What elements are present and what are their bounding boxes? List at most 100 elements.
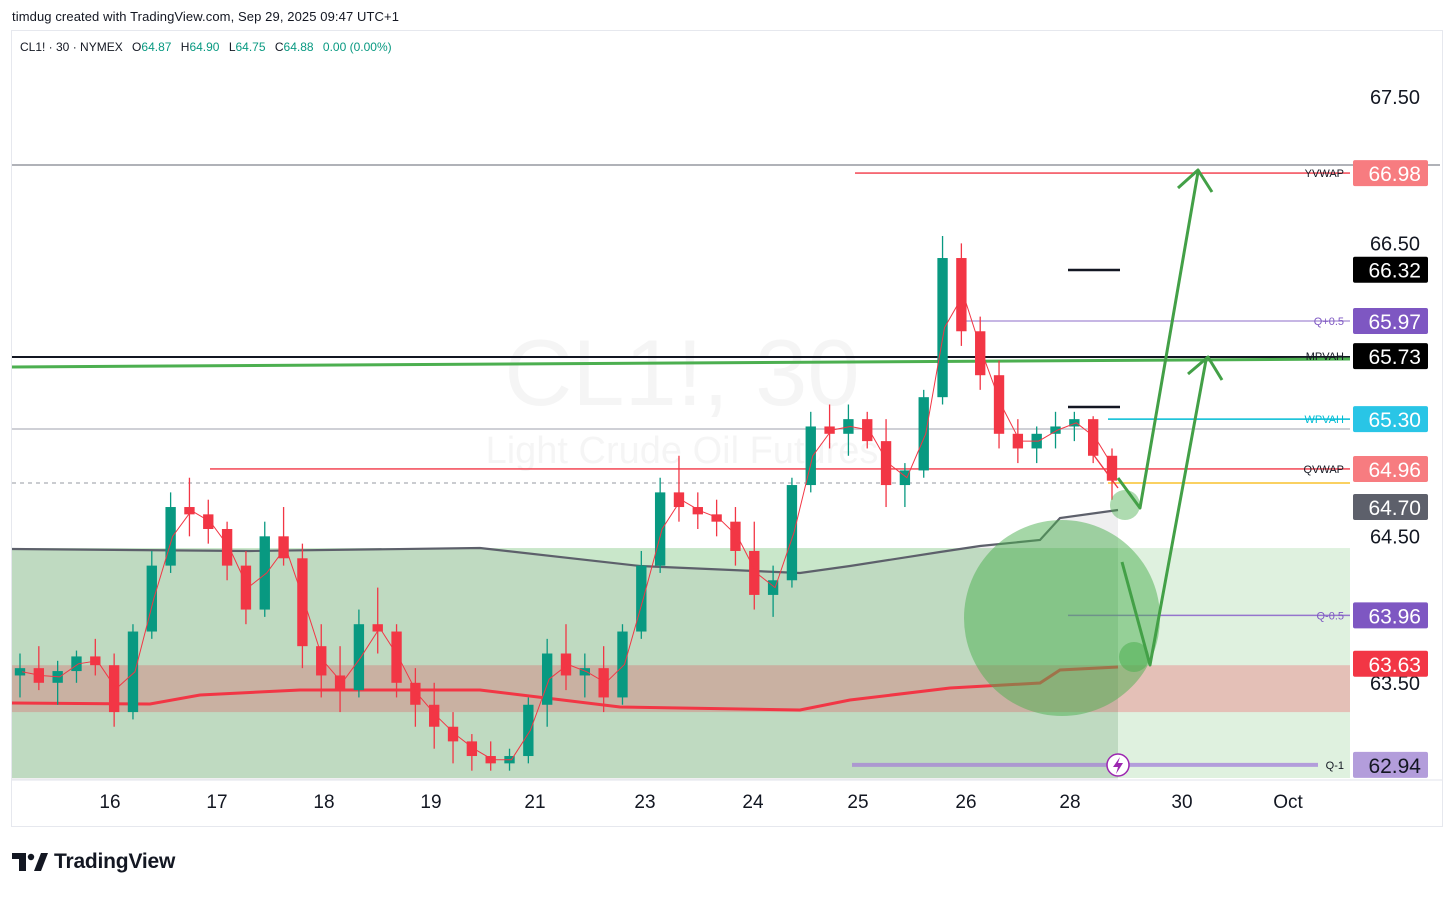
projection-arrow-main-head — [1176, 168, 1214, 193]
legend-close: 64.88 — [283, 40, 314, 54]
candle-body — [937, 258, 948, 398]
candle-body — [297, 558, 308, 647]
x-tick-label: Oct — [1273, 792, 1303, 813]
candle-body — [71, 656, 82, 672]
candle-body — [749, 550, 760, 595]
x-tick-label: 21 — [524, 792, 545, 813]
tradingview-logo[interactable]: TradingView — [12, 850, 175, 874]
tradingview-logo-text: TradingView — [54, 850, 176, 873]
candle-body — [692, 507, 703, 515]
y-tick-label: 64.50 — [1370, 526, 1420, 548]
chart-frame[interactable] — [11, 30, 1443, 827]
projection-arrow-alt-head — [1187, 355, 1224, 381]
x-tick-label: 16 — [99, 792, 120, 813]
candle-body — [127, 631, 139, 713]
candle-body — [767, 580, 779, 595]
grey-band-fill — [12, 510, 1118, 780]
price-label-box — [1353, 160, 1428, 187]
price-label-value: 63.63 — [1368, 654, 1421, 677]
x-tick-label: 24 — [742, 792, 764, 813]
x-tick-label: 17 — [206, 792, 227, 813]
candle-body — [1012, 433, 1024, 449]
candle-body — [598, 668, 609, 698]
price-label-box — [1353, 455, 1428, 482]
candle-body — [654, 492, 666, 566]
watermark-name: Light Crude Oil Futures — [486, 430, 879, 472]
candle-body — [1069, 419, 1080, 427]
y-tick-label: 67.50 — [1370, 87, 1420, 109]
x-tick-label: 26 — [955, 792, 976, 813]
candle-body — [617, 631, 628, 698]
level-name-label: WPVAH — [1304, 414, 1344, 426]
candle-body — [899, 470, 911, 486]
candle-body — [184, 507, 195, 515]
price-label-box — [1353, 308, 1428, 335]
price-label-box — [1353, 256, 1428, 283]
candle-body — [1106, 455, 1118, 481]
price-tail — [1089, 449, 1119, 489]
y-tick-label: 66.50 — [1370, 233, 1420, 255]
price-label-value: 66.98 — [1368, 163, 1421, 186]
candle-body — [975, 331, 986, 376]
lightning-alert-icon[interactable] — [1106, 753, 1130, 777]
price-label-box — [1353, 751, 1428, 778]
candle-body — [447, 726, 459, 742]
trend-line-green — [11, 357, 1351, 369]
x-tick-label: 23 — [634, 792, 655, 813]
target-circle-large — [964, 520, 1160, 716]
level-name-label: QVWAP — [1303, 464, 1344, 476]
legend-close-label: C — [274, 40, 284, 54]
candle-body — [14, 668, 26, 676]
candle-body — [1050, 426, 1061, 434]
candle-body — [786, 485, 798, 581]
candle-body — [372, 624, 383, 632]
price-label-value: 64.96 — [1368, 459, 1421, 482]
price-label-box — [1353, 650, 1428, 677]
legend-low-label: L — [228, 40, 236, 54]
legend-open-label: O — [132, 40, 142, 54]
price-label-value: 64.70 — [1368, 497, 1421, 520]
level-name-label: Q-1 — [1326, 760, 1344, 772]
candle-body — [541, 653, 553, 705]
candle-body — [485, 756, 496, 764]
candle-body — [240, 565, 252, 610]
candle-body — [316, 646, 327, 676]
legend-symbol: CL1! · 30 · NYMEX — [20, 40, 123, 54]
price-label-value: 63.96 — [1368, 605, 1421, 628]
legend-high: 64.90 — [189, 40, 220, 54]
target-circle-lower — [1119, 642, 1149, 672]
ohlc-legend: CL1! · 30 · NYMEX O64.87 H64.90 L64.75 C… — [20, 40, 392, 54]
price-label-value: 65.73 — [1368, 346, 1421, 369]
target-circle-upper — [1110, 490, 1140, 520]
candle-body — [673, 492, 685, 508]
candle-body — [523, 704, 534, 757]
price-label-value: 66.32 — [1368, 260, 1421, 283]
y-tick-label: 63.50 — [1370, 673, 1420, 695]
candle-body — [880, 441, 892, 486]
legend-low: 64.75 — [235, 40, 266, 54]
candle-body — [203, 514, 214, 529]
session-vwap-line — [21, 293, 1115, 761]
candle-body — [918, 397, 929, 471]
candle-body — [353, 624, 365, 691]
x-tick-label: 25 — [847, 792, 868, 813]
price-label-box — [1353, 406, 1428, 433]
candle-body — [259, 536, 270, 610]
zone-green-projection — [1118, 548, 1350, 778]
candle-body — [334, 675, 346, 691]
price-label-box — [1353, 343, 1428, 370]
candle-body — [560, 653, 572, 676]
lightning-icon-bolt — [1113, 757, 1123, 774]
x-tick-label: 30 — [1171, 792, 1192, 813]
level-name-label: MPVAH — [1306, 351, 1344, 363]
candle-body — [636, 565, 647, 632]
candle-body — [730, 521, 741, 551]
legend-open: 64.87 — [141, 40, 172, 54]
price-label-value: 65.30 — [1368, 409, 1421, 432]
projection-arrow-alt — [1120, 359, 1208, 667]
level-name-label: Q-0.5 — [1316, 610, 1344, 622]
candle-body — [1087, 419, 1099, 456]
level-name-label: YVWAP — [1305, 168, 1344, 180]
candle-body — [410, 682, 421, 705]
